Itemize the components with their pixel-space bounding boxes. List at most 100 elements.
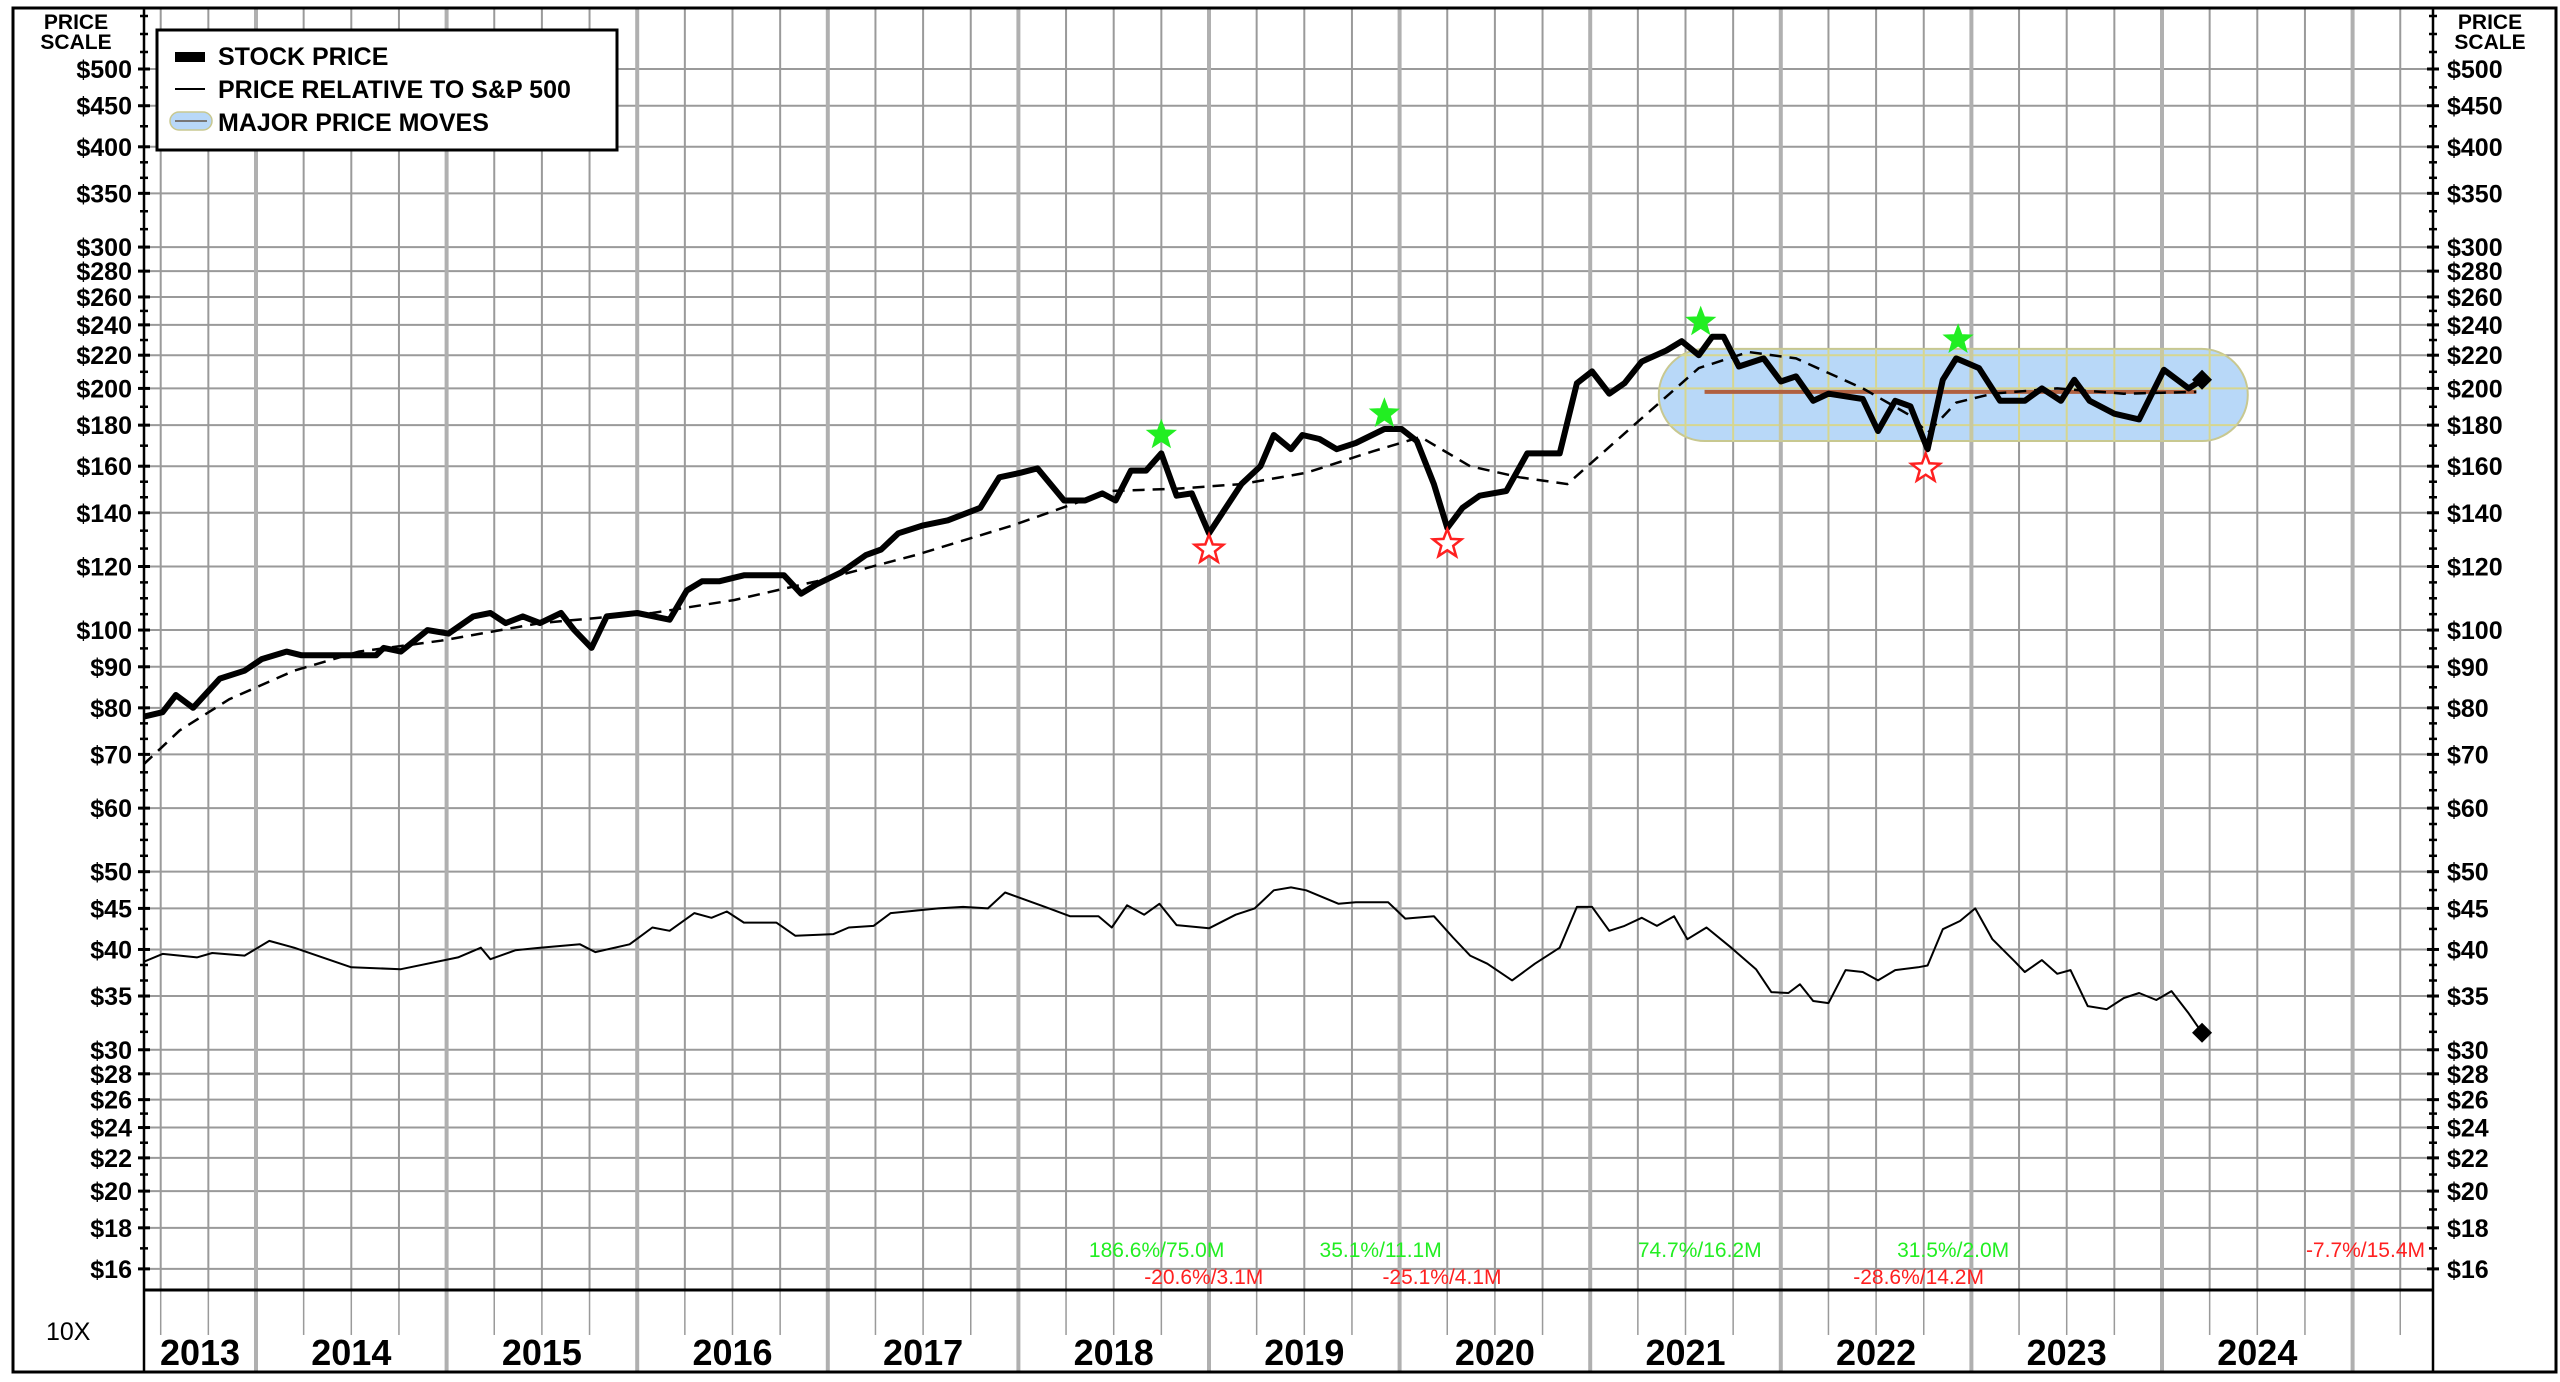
green-star-icon <box>1145 418 1177 449</box>
right-tick-label: $120 <box>2447 553 2503 581</box>
green-star-icon <box>1368 397 1400 428</box>
right-tick-label: $90 <box>2447 654 2489 682</box>
left-tick-label: $20 <box>90 1178 132 1206</box>
price-move-annotation: -28.6%/14.2M <box>1853 1266 1984 1289</box>
green-star-icon <box>1685 305 1717 336</box>
price-move-annotation: 74.7%/16.2M <box>1638 1239 1762 1262</box>
left-tick-label: $35 <box>90 983 132 1011</box>
left-tick-label: $160 <box>76 453 132 481</box>
legend-label-relative: PRICE RELATIVE TO S&P 500 <box>218 76 571 104</box>
right-tick-label: $280 <box>2447 258 2503 286</box>
left-scale-title-line2: SCALE <box>40 31 111 54</box>
chart-frame <box>11 6 2558 1374</box>
year-label: 2015 <box>502 1332 582 1373</box>
left-tick-label: $80 <box>90 695 132 723</box>
left-tick-label: $400 <box>76 134 132 162</box>
right-tick-label: $300 <box>2447 234 2503 262</box>
right-tick-label: $100 <box>2447 617 2503 645</box>
left-tick-label: $26 <box>90 1087 132 1115</box>
year-label: 2020 <box>1455 1332 1535 1373</box>
grid <box>144 8 2433 1372</box>
left-tick-label: $500 <box>76 56 132 84</box>
relative-end-marker <box>2192 1022 2213 1043</box>
right-tick-label: $60 <box>2447 795 2489 823</box>
left-tick-label: $90 <box>90 654 132 682</box>
left-tick-label: $180 <box>76 412 132 440</box>
bottom-left-label: 10X <box>46 1318 91 1346</box>
left-tick-label: $50 <box>90 859 132 887</box>
red-star-icon <box>1907 449 1944 484</box>
red-star-icon <box>1429 525 1465 559</box>
right-tick-label: $35 <box>2447 983 2489 1011</box>
year-label: 2019 <box>1264 1332 1344 1373</box>
stock-price-line <box>144 333 2204 720</box>
right-tick-label: $450 <box>2447 93 2503 121</box>
left-tick-label: $200 <box>76 375 132 403</box>
right-tick-label: $180 <box>2447 412 2503 440</box>
right-tick-label: $16 <box>2447 1256 2489 1284</box>
legend-label-stock-price: STOCK PRICE <box>218 43 388 71</box>
red-star-icon <box>1191 530 1227 565</box>
right-tick-label: $80 <box>2447 695 2489 723</box>
price-move-annotation: 186.6%/75.0M <box>1089 1239 1224 1262</box>
left-tick-label: $220 <box>76 342 132 370</box>
year-label: 2021 <box>1645 1332 1725 1373</box>
left-tick-label: $45 <box>90 895 132 923</box>
right-tick-label: $20 <box>2447 1178 2489 1206</box>
right-tick-label: $26 <box>2447 1087 2489 1115</box>
left-tick-label: $22 <box>90 1145 132 1173</box>
year-label: 2022 <box>1836 1332 1916 1373</box>
left-tick-label: $350 <box>76 180 132 208</box>
left-tick-label: $28 <box>90 1061 132 1089</box>
right-tick-label: $200 <box>2447 375 2503 403</box>
right-tick-label: $350 <box>2447 180 2503 208</box>
band-grid <box>1658 348 2248 441</box>
left-tick-label: $24 <box>90 1115 132 1143</box>
left-tick-label: $40 <box>90 936 132 964</box>
right-tick-label: $45 <box>2447 895 2489 923</box>
left-tick-label: $260 <box>76 284 132 312</box>
year-label: 2023 <box>2027 1332 2107 1373</box>
left-tick-label: $30 <box>90 1037 132 1065</box>
price-move-annotation: -25.1%/4.1M <box>1382 1266 1501 1289</box>
major-price-move-band <box>1657 347 2249 442</box>
left-tick-label: $16 <box>90 1256 132 1284</box>
axes: $500 $500 $450 $450 $400 $400 $350 $350 $300 $300… <box>11 6 2558 1374</box>
right-tick-label: $70 <box>2447 741 2489 769</box>
right-tick-label: $500 <box>2447 56 2503 84</box>
left-tick-label: $100 <box>76 617 132 645</box>
right-tick-label: $220 <box>2447 342 2503 370</box>
right-tick-label: $240 <box>2447 312 2503 340</box>
left-scale-title-line1: PRICE <box>44 11 108 34</box>
right-tick-label: $50 <box>2447 859 2489 887</box>
legend-swatch-stock-price <box>175 52 205 62</box>
right-tick-label: $260 <box>2447 284 2503 312</box>
right-scale-title-line2: SCALE <box>2454 31 2525 54</box>
year-label: 2017 <box>883 1332 963 1373</box>
stock-price-end-marker <box>2192 369 2213 390</box>
left-tick-label: $280 <box>76 258 132 286</box>
left-tick-label: $300 <box>76 234 132 262</box>
price-move-annotation: -20.6%/3.1M <box>1144 1266 1263 1289</box>
right-tick-label: $40 <box>2447 936 2489 964</box>
legend: STOCK PRICE PRICE RELATIVE TO S&P 500 MA… <box>155 28 619 152</box>
left-tick-label: $140 <box>76 500 132 528</box>
relative-strength-line <box>144 886 2203 1034</box>
year-label: 2016 <box>692 1332 772 1373</box>
green-star-icon <box>1942 323 1974 353</box>
year-label: 2014 <box>311 1332 391 1373</box>
left-tick-label: $18 <box>90 1215 132 1243</box>
right-tick-label: $140 <box>2447 500 2503 528</box>
right-scale-title-line1: PRICE <box>2458 11 2522 34</box>
year-label: 2013 <box>160 1332 240 1373</box>
left-tick-label: $70 <box>90 741 132 769</box>
right-tick-label: $28 <box>2447 1061 2489 1089</box>
right-tick-label: $24 <box>2447 1115 2489 1143</box>
right-tick-label: $30 <box>2447 1037 2489 1065</box>
markers: 186.6%/75.0M -20.6%/3.1M 35.1%/11.1M -25.1%… <box>1089 305 2425 1289</box>
left-tick-label: $450 <box>76 93 132 121</box>
year-label: 2018 <box>1074 1332 1154 1373</box>
right-tick-label: $400 <box>2447 134 2503 162</box>
left-tick-label: $120 <box>76 553 132 581</box>
